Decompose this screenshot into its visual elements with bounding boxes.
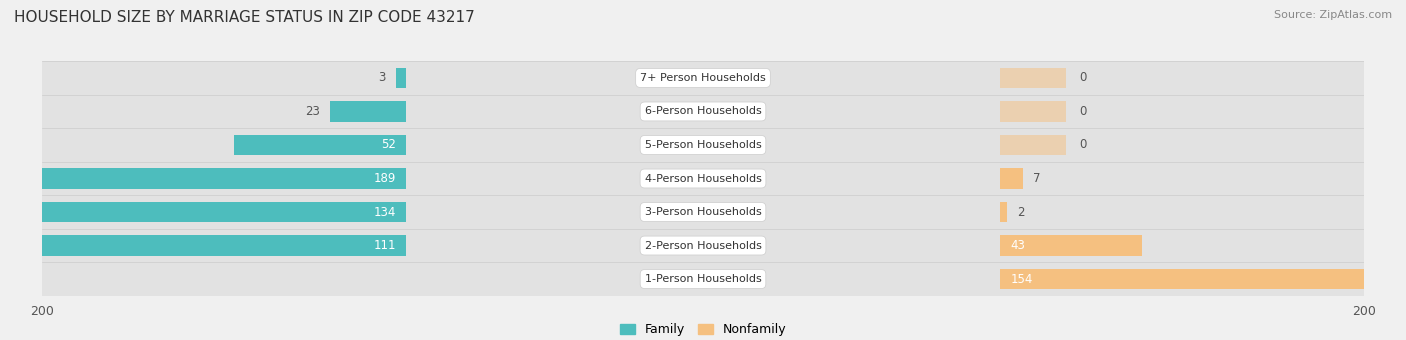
Bar bbox=[1001, 235, 1143, 256]
Bar bbox=[1001, 135, 1067, 155]
Text: 7+ Person Households: 7+ Person Households bbox=[640, 73, 766, 83]
Bar bbox=[233, 135, 405, 155]
Text: 134: 134 bbox=[374, 205, 395, 219]
Bar bbox=[1001, 101, 1067, 122]
Text: 5-Person Households: 5-Person Households bbox=[644, 140, 762, 150]
Bar bbox=[1001, 168, 1024, 189]
Bar bbox=[39, 235, 405, 256]
Text: 1-Person Households: 1-Person Households bbox=[644, 274, 762, 284]
Text: 0: 0 bbox=[1080, 138, 1087, 152]
Bar bbox=[395, 68, 405, 88]
Text: 111: 111 bbox=[373, 239, 395, 252]
Text: 3-Person Households: 3-Person Households bbox=[644, 207, 762, 217]
Text: 2-Person Households: 2-Person Households bbox=[644, 240, 762, 251]
Text: 43: 43 bbox=[1011, 239, 1025, 252]
Bar bbox=[42, 61, 1364, 95]
Bar bbox=[42, 262, 1364, 296]
Text: 23: 23 bbox=[305, 105, 319, 118]
Text: 0: 0 bbox=[1080, 71, 1087, 84]
Text: Source: ZipAtlas.com: Source: ZipAtlas.com bbox=[1274, 10, 1392, 20]
Legend: Family, Nonfamily: Family, Nonfamily bbox=[614, 318, 792, 340]
Bar bbox=[329, 101, 405, 122]
Text: 52: 52 bbox=[381, 138, 395, 152]
Text: 2: 2 bbox=[1017, 205, 1025, 219]
Bar bbox=[1001, 68, 1067, 88]
Text: 3: 3 bbox=[378, 71, 385, 84]
Bar bbox=[1001, 202, 1007, 222]
Bar bbox=[42, 195, 1364, 229]
Bar bbox=[0, 202, 405, 222]
Text: 189: 189 bbox=[374, 172, 395, 185]
Text: HOUSEHOLD SIZE BY MARRIAGE STATUS IN ZIP CODE 43217: HOUSEHOLD SIZE BY MARRIAGE STATUS IN ZIP… bbox=[14, 10, 475, 25]
Text: 154: 154 bbox=[1011, 273, 1032, 286]
Bar bbox=[0, 168, 405, 189]
Bar bbox=[42, 162, 1364, 195]
Bar bbox=[42, 128, 1364, 162]
Bar bbox=[42, 229, 1364, 262]
Text: 0: 0 bbox=[1080, 105, 1087, 118]
Text: 7: 7 bbox=[1033, 172, 1040, 185]
Text: 6-Person Households: 6-Person Households bbox=[644, 106, 762, 117]
Text: 4-Person Households: 4-Person Households bbox=[644, 173, 762, 184]
Bar bbox=[42, 95, 1364, 128]
Bar bbox=[1001, 269, 1406, 289]
